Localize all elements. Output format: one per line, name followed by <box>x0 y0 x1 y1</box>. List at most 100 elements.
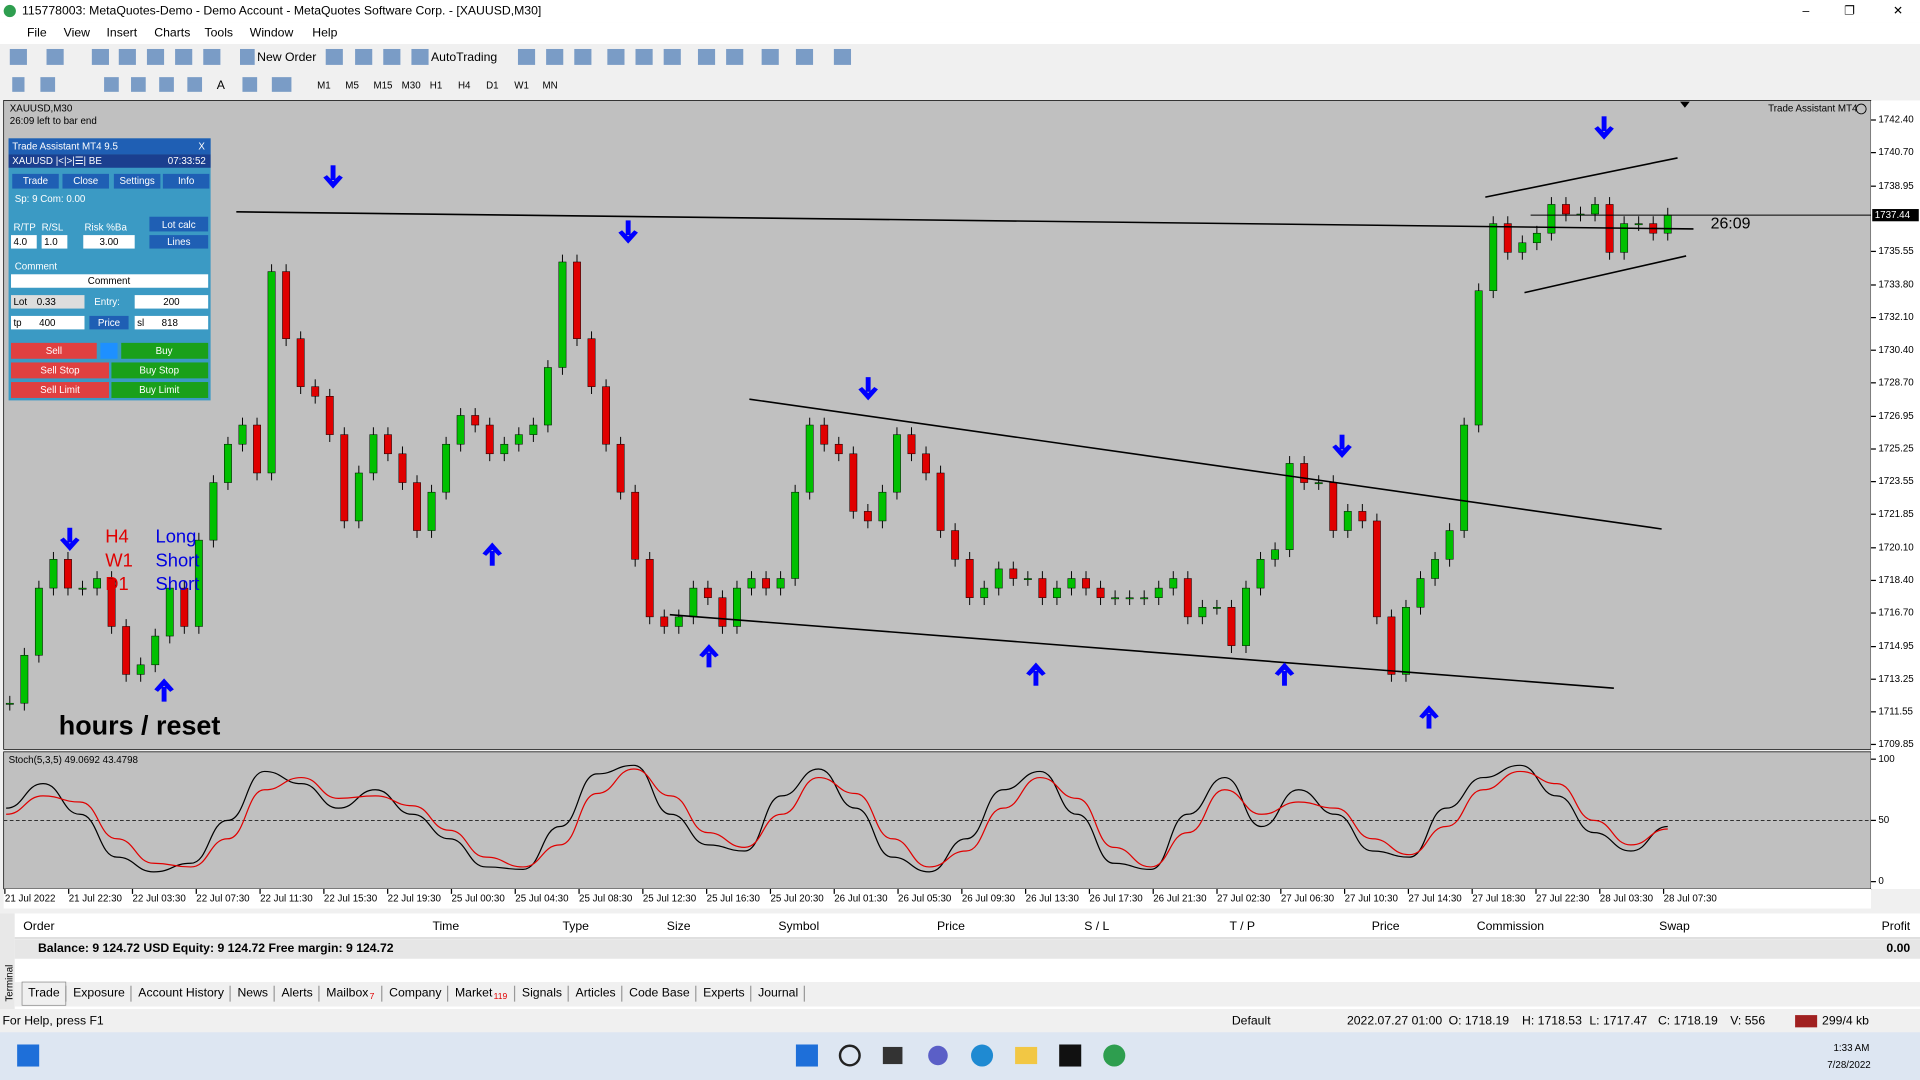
buy[interactable]: Buy <box>156 346 173 357</box>
lines-btn[interactable] <box>149 235 209 249</box>
terminal-tab[interactable]: Account History <box>138 985 225 999</box>
status-item: O: 1718.19 <box>1449 1013 1510 1027</box>
terminal-tab[interactable]: Trade <box>28 985 60 999</box>
rsl-input[interactable] <box>41 235 68 249</box>
sl-input[interactable] <box>134 315 209 330</box>
buy-stop[interactable]: Buy Stop <box>139 366 179 377</box>
sell-stop[interactable]: Sell Stop <box>40 366 80 377</box>
lot-input[interactable] <box>11 295 85 309</box>
menu-item[interactable]: Insert <box>107 25 138 39</box>
minimize[interactable]: – <box>1802 3 1809 17</box>
column-header[interactable]: Commission <box>1477 919 1544 933</box>
terminal-tab[interactable]: Exposure <box>73 985 125 999</box>
timeframe[interactable]: M30 <box>402 80 422 91</box>
price-btn[interactable] <box>89 315 129 330</box>
timeframe[interactable]: H4 <box>458 80 471 91</box>
risk-value[interactable]: 3.00 <box>99 237 119 248</box>
panel-tab[interactable]: Settings <box>119 176 154 187</box>
column-header[interactable]: Price <box>1372 919 1400 933</box>
column-header[interactable]: T / P <box>1229 919 1255 933</box>
comment-input[interactable] <box>11 274 209 288</box>
timeframe[interactable]: D1 <box>486 80 499 91</box>
timeframe[interactable]: M5 <box>345 80 359 91</box>
column-header[interactable]: Order <box>23 919 54 933</box>
close[interactable]: ✕ <box>1893 3 1903 17</box>
buy-stop-btn[interactable] <box>111 362 209 379</box>
sell-stop-btn[interactable] <box>11 362 109 379</box>
new-order[interactable]: New Order <box>257 50 316 64</box>
terminal-tab[interactable]: Experts <box>703 985 744 999</box>
column-header[interactable]: Symbol <box>778 919 819 933</box>
entry-value[interactable]: 200 <box>163 297 180 308</box>
lot-value[interactable]: 0.33 <box>37 297 57 308</box>
terminal-tab[interactable]: Journal <box>758 985 798 999</box>
menu-item[interactable]: Window <box>250 25 294 39</box>
timeframe[interactable]: M15 <box>373 80 393 91</box>
timeframes: M1 M5 M15 M30 H1 H4 D1 W1 MN <box>317 80 558 91</box>
price[interactable]: Price <box>98 318 120 329</box>
rsl-value[interactable]: 1.0 <box>44 237 58 248</box>
sell[interactable]: Sell <box>46 346 62 357</box>
column-header[interactable]: S / L <box>1084 919 1109 933</box>
candle-body <box>107 578 116 627</box>
menu-item[interactable]: Help <box>312 25 337 39</box>
comment[interactable]: Comment <box>88 276 131 287</box>
timeframe[interactable]: M1 <box>317 80 331 91</box>
terminal-tab[interactable]: News <box>237 985 268 999</box>
panel-close[interactable]: X <box>198 142 205 153</box>
panel-tab[interactable]: Info <box>178 176 195 187</box>
menu-item[interactable]: File <box>27 25 47 39</box>
column-header[interactable]: Type <box>562 919 589 933</box>
timeframe[interactable]: H1 <box>430 80 443 91</box>
terminal-tab[interactable]: Market <box>455 985 493 999</box>
rtp-value[interactable]: 4.0 <box>13 237 27 248</box>
panel-tab-bg[interactable] <box>62 173 109 189</box>
entry-input[interactable] <box>134 295 209 309</box>
sell-btn[interactable] <box>11 342 97 359</box>
terminal-tab[interactable]: Articles <box>576 985 616 999</box>
sl-value[interactable]: 818 <box>162 318 179 329</box>
terminal-tab[interactable]: Company <box>389 985 442 999</box>
terminal-tab[interactable]: Code Base <box>629 985 690 999</box>
lines[interactable]: Lines <box>167 237 190 248</box>
column-header[interactable]: Swap <box>1659 919 1690 933</box>
panel-symbol: XAUUSD |<|>|☰| BE <box>12 156 102 167</box>
terminal-tab[interactable]: Alerts <box>282 985 313 999</box>
text-tool[interactable]: A <box>217 78 226 92</box>
column-header[interactable]: Price <box>937 919 965 933</box>
column-header[interactable]: Profit <box>1882 919 1911 933</box>
buy-limit[interactable]: Buy Limit <box>139 385 180 396</box>
lot-calc-btn[interactable] <box>149 216 209 232</box>
candle-body <box>1358 511 1367 522</box>
menu-item[interactable]: Tools <box>204 25 233 39</box>
column-header[interactable]: Time <box>432 919 459 933</box>
timeframe[interactable]: MN <box>542 80 557 91</box>
panel-tab[interactable]: Close <box>73 176 98 187</box>
menu-item[interactable]: View <box>64 25 90 39</box>
panel-tab-bg[interactable] <box>12 173 59 189</box>
panel-tab[interactable]: Trade <box>23 176 48 187</box>
terminal-tab[interactable]: Mailbox <box>326 985 368 999</box>
risk-input[interactable] <box>83 235 135 249</box>
lot-calc[interactable]: Lot calc <box>162 220 196 231</box>
tp-value[interactable]: 400 <box>39 318 56 329</box>
sell-limit-btn[interactable] <box>11 382 109 398</box>
time-label: 25 Jul 04:30 <box>515 893 569 904</box>
buy-btn[interactable] <box>121 342 209 359</box>
timeframe[interactable]: W1 <box>514 80 529 91</box>
maximize[interactable]: ❐ <box>1844 3 1855 17</box>
indicator-close[interactable] <box>1855 103 1867 115</box>
time-label: 26 Jul 01:30 <box>834 893 888 904</box>
toggle[interactable] <box>100 342 118 359</box>
menu-item[interactable]: Charts <box>154 25 190 39</box>
panel-tab-bg[interactable] <box>113 173 161 189</box>
autotrading[interactable]: AutoTrading <box>431 50 497 64</box>
sell-limit[interactable]: Sell Limit <box>40 385 80 396</box>
candle-body <box>1169 578 1178 589</box>
rtp-input[interactable] <box>11 235 37 249</box>
column-header[interactable]: Size <box>667 919 691 933</box>
tp-input[interactable] <box>11 315 85 330</box>
buy-limit-btn[interactable] <box>111 382 209 398</box>
terminal-tab[interactable]: Signals <box>522 985 562 999</box>
panel-tab-bg[interactable] <box>162 173 210 189</box>
